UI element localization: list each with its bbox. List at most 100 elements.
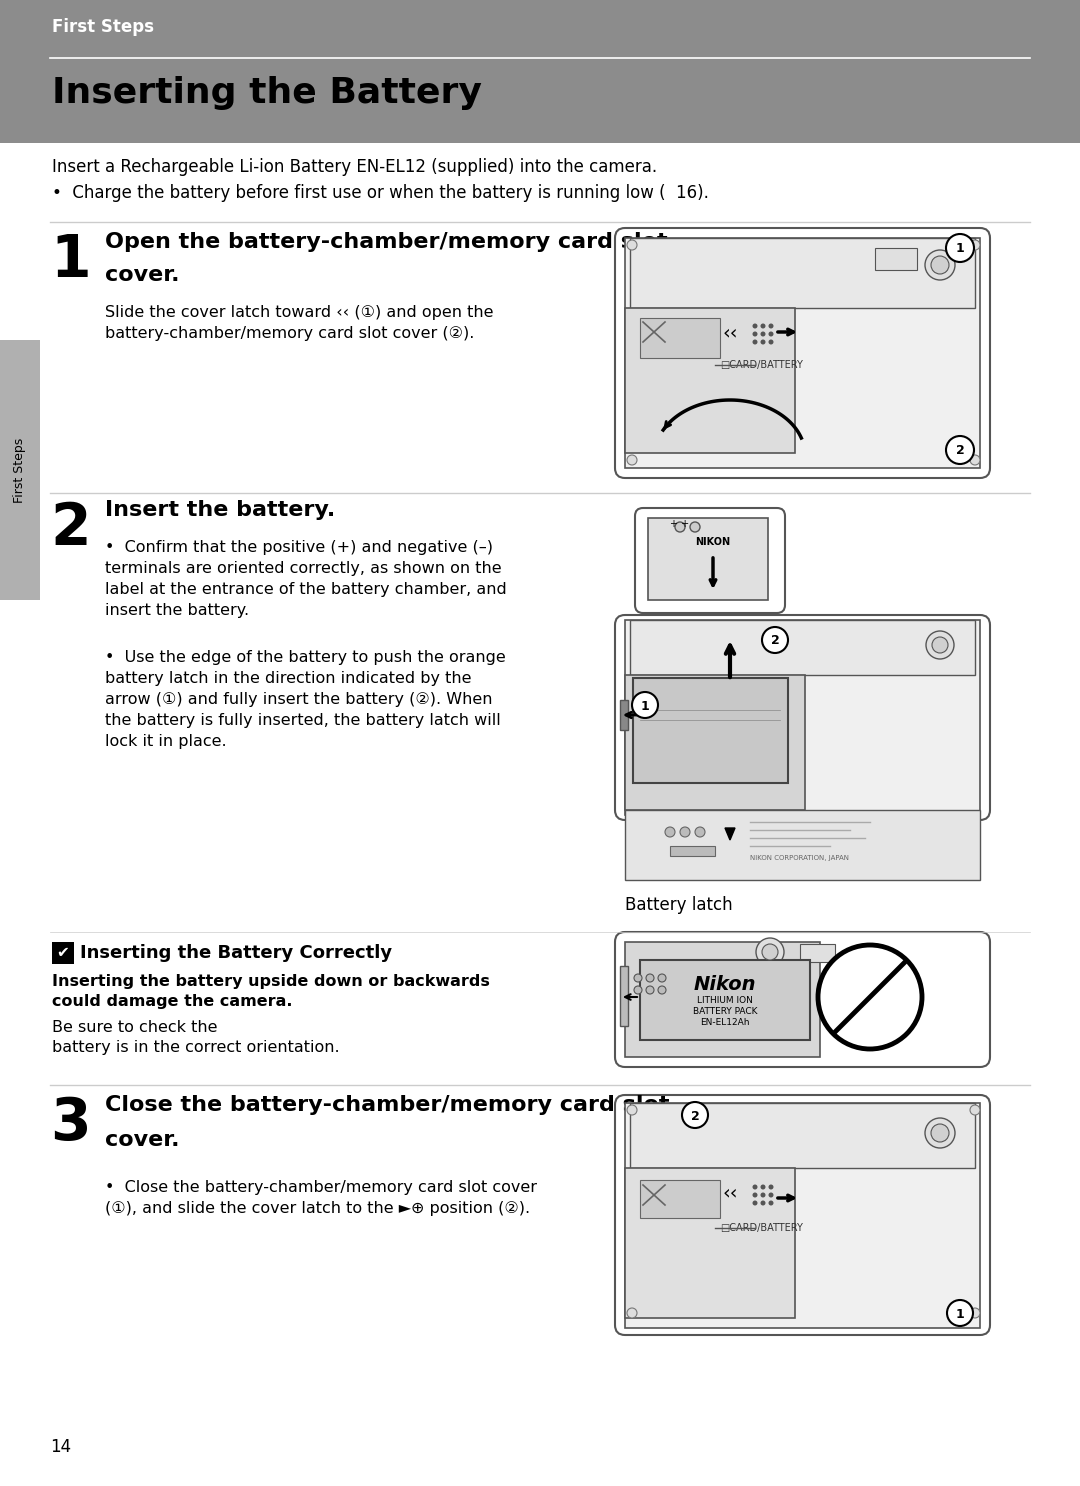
Circle shape xyxy=(946,435,974,464)
Circle shape xyxy=(762,944,778,960)
Circle shape xyxy=(931,256,949,273)
Text: Insert the battery.: Insert the battery. xyxy=(105,499,335,520)
Circle shape xyxy=(634,987,642,994)
Circle shape xyxy=(769,1184,773,1189)
Circle shape xyxy=(632,692,658,718)
FancyBboxPatch shape xyxy=(615,615,990,820)
Circle shape xyxy=(646,973,654,982)
Text: cover.: cover. xyxy=(105,1129,179,1150)
Circle shape xyxy=(627,241,637,250)
Circle shape xyxy=(627,1308,637,1318)
FancyBboxPatch shape xyxy=(615,932,990,1067)
Text: LITHIUM ION
BATTERY PACK
EN-EL12Ah: LITHIUM ION BATTERY PACK EN-EL12Ah xyxy=(692,996,757,1027)
Text: 1: 1 xyxy=(956,1308,964,1321)
Circle shape xyxy=(926,632,954,658)
Circle shape xyxy=(947,1300,973,1326)
Circle shape xyxy=(769,331,773,336)
Text: Inserting the Battery: Inserting the Battery xyxy=(52,76,482,110)
Circle shape xyxy=(769,1201,773,1205)
FancyBboxPatch shape xyxy=(615,227,990,478)
Bar xyxy=(625,810,980,880)
Text: 1: 1 xyxy=(956,242,964,256)
Circle shape xyxy=(675,522,685,532)
Text: •  Use the edge of the battery to push the orange
battery latch in the direction: • Use the edge of the battery to push th… xyxy=(105,649,505,749)
Circle shape xyxy=(646,987,654,994)
Bar xyxy=(620,700,627,730)
Bar xyxy=(625,1168,795,1318)
Bar xyxy=(625,238,980,468)
Text: 1: 1 xyxy=(640,700,649,712)
Text: Slide the cover latch toward ‹‹ (①) and open the
battery-chamber/memory card slo: Slide the cover latch toward ‹‹ (①) and … xyxy=(105,305,494,340)
Circle shape xyxy=(760,1192,766,1198)
Circle shape xyxy=(753,339,757,345)
Bar xyxy=(0,68,1080,143)
Bar xyxy=(625,620,980,814)
Text: □CARD/BATTERY: □CARD/BATTERY xyxy=(720,1223,802,1233)
Text: •  Confirm that the positive (+) and negative (–)
terminals are oriented correct: • Confirm that the positive (+) and nega… xyxy=(105,539,507,618)
Circle shape xyxy=(753,324,757,328)
Circle shape xyxy=(658,987,666,994)
Bar xyxy=(620,966,627,1025)
Text: cover.: cover. xyxy=(105,265,179,285)
Bar xyxy=(625,675,805,810)
Text: 2: 2 xyxy=(50,499,91,557)
Circle shape xyxy=(665,828,675,837)
Circle shape xyxy=(769,339,773,345)
FancyBboxPatch shape xyxy=(635,508,785,614)
Text: 14: 14 xyxy=(50,1438,71,1456)
Circle shape xyxy=(970,1308,980,1318)
Text: 2: 2 xyxy=(771,635,780,648)
Text: •  Charge the battery before first use or when the battery is running low (  16): • Charge the battery before first use or… xyxy=(52,184,708,202)
Circle shape xyxy=(769,324,773,328)
Text: •  Close the battery-chamber/memory card slot cover
(①), and slide the cover lat: • Close the battery-chamber/memory card … xyxy=(105,1180,537,1216)
Circle shape xyxy=(924,250,955,279)
Text: Battery latch: Battery latch xyxy=(625,896,732,914)
Text: Be sure to check the
battery is in the correct orientation.: Be sure to check the battery is in the c… xyxy=(52,1019,339,1055)
Bar xyxy=(640,960,810,1040)
Circle shape xyxy=(946,233,974,262)
Circle shape xyxy=(924,1117,955,1149)
Bar xyxy=(640,318,720,358)
Bar xyxy=(52,942,75,964)
Bar xyxy=(625,308,795,453)
Circle shape xyxy=(690,522,700,532)
Circle shape xyxy=(769,1192,773,1198)
Circle shape xyxy=(658,973,666,982)
Text: Inserting the battery upside down or backwards
could damage the camera.: Inserting the battery upside down or bac… xyxy=(52,973,490,1009)
Text: Open the battery-chamber/memory card slot: Open the battery-chamber/memory card slo… xyxy=(105,232,667,253)
Circle shape xyxy=(970,1106,980,1114)
Circle shape xyxy=(760,339,766,345)
Text: □CARD/BATTERY: □CARD/BATTERY xyxy=(720,360,802,370)
Text: First Steps: First Steps xyxy=(52,18,154,36)
Text: 2: 2 xyxy=(956,444,964,458)
Circle shape xyxy=(753,1184,757,1189)
Bar xyxy=(875,248,917,270)
Circle shape xyxy=(753,1201,757,1205)
Bar xyxy=(0,340,40,600)
Bar xyxy=(640,1180,720,1219)
Circle shape xyxy=(634,973,642,982)
Text: ✔: ✔ xyxy=(56,945,69,960)
Text: 1: 1 xyxy=(50,232,91,288)
Circle shape xyxy=(753,331,757,336)
Circle shape xyxy=(931,1123,949,1143)
Circle shape xyxy=(753,1192,757,1198)
Text: Inserting the Battery Correctly: Inserting the Battery Correctly xyxy=(80,944,392,961)
Bar xyxy=(625,942,820,1057)
Text: ‹‹: ‹‹ xyxy=(723,1183,738,1202)
Text: 3: 3 xyxy=(50,1095,91,1152)
Text: 2: 2 xyxy=(690,1110,700,1122)
Text: NIKON CORPORATION, JAPAN: NIKON CORPORATION, JAPAN xyxy=(750,854,849,860)
Circle shape xyxy=(970,241,980,250)
Text: ‹‹: ‹‹ xyxy=(723,324,738,342)
Circle shape xyxy=(681,1103,708,1128)
Circle shape xyxy=(762,627,788,652)
Text: Close the battery-chamber/memory card slot: Close the battery-chamber/memory card sl… xyxy=(105,1095,670,1114)
Circle shape xyxy=(760,1184,766,1189)
Bar xyxy=(625,1103,980,1328)
Circle shape xyxy=(970,455,980,465)
Circle shape xyxy=(696,828,705,837)
Circle shape xyxy=(680,828,690,837)
Circle shape xyxy=(932,637,948,652)
Text: NIKON: NIKON xyxy=(696,536,730,547)
